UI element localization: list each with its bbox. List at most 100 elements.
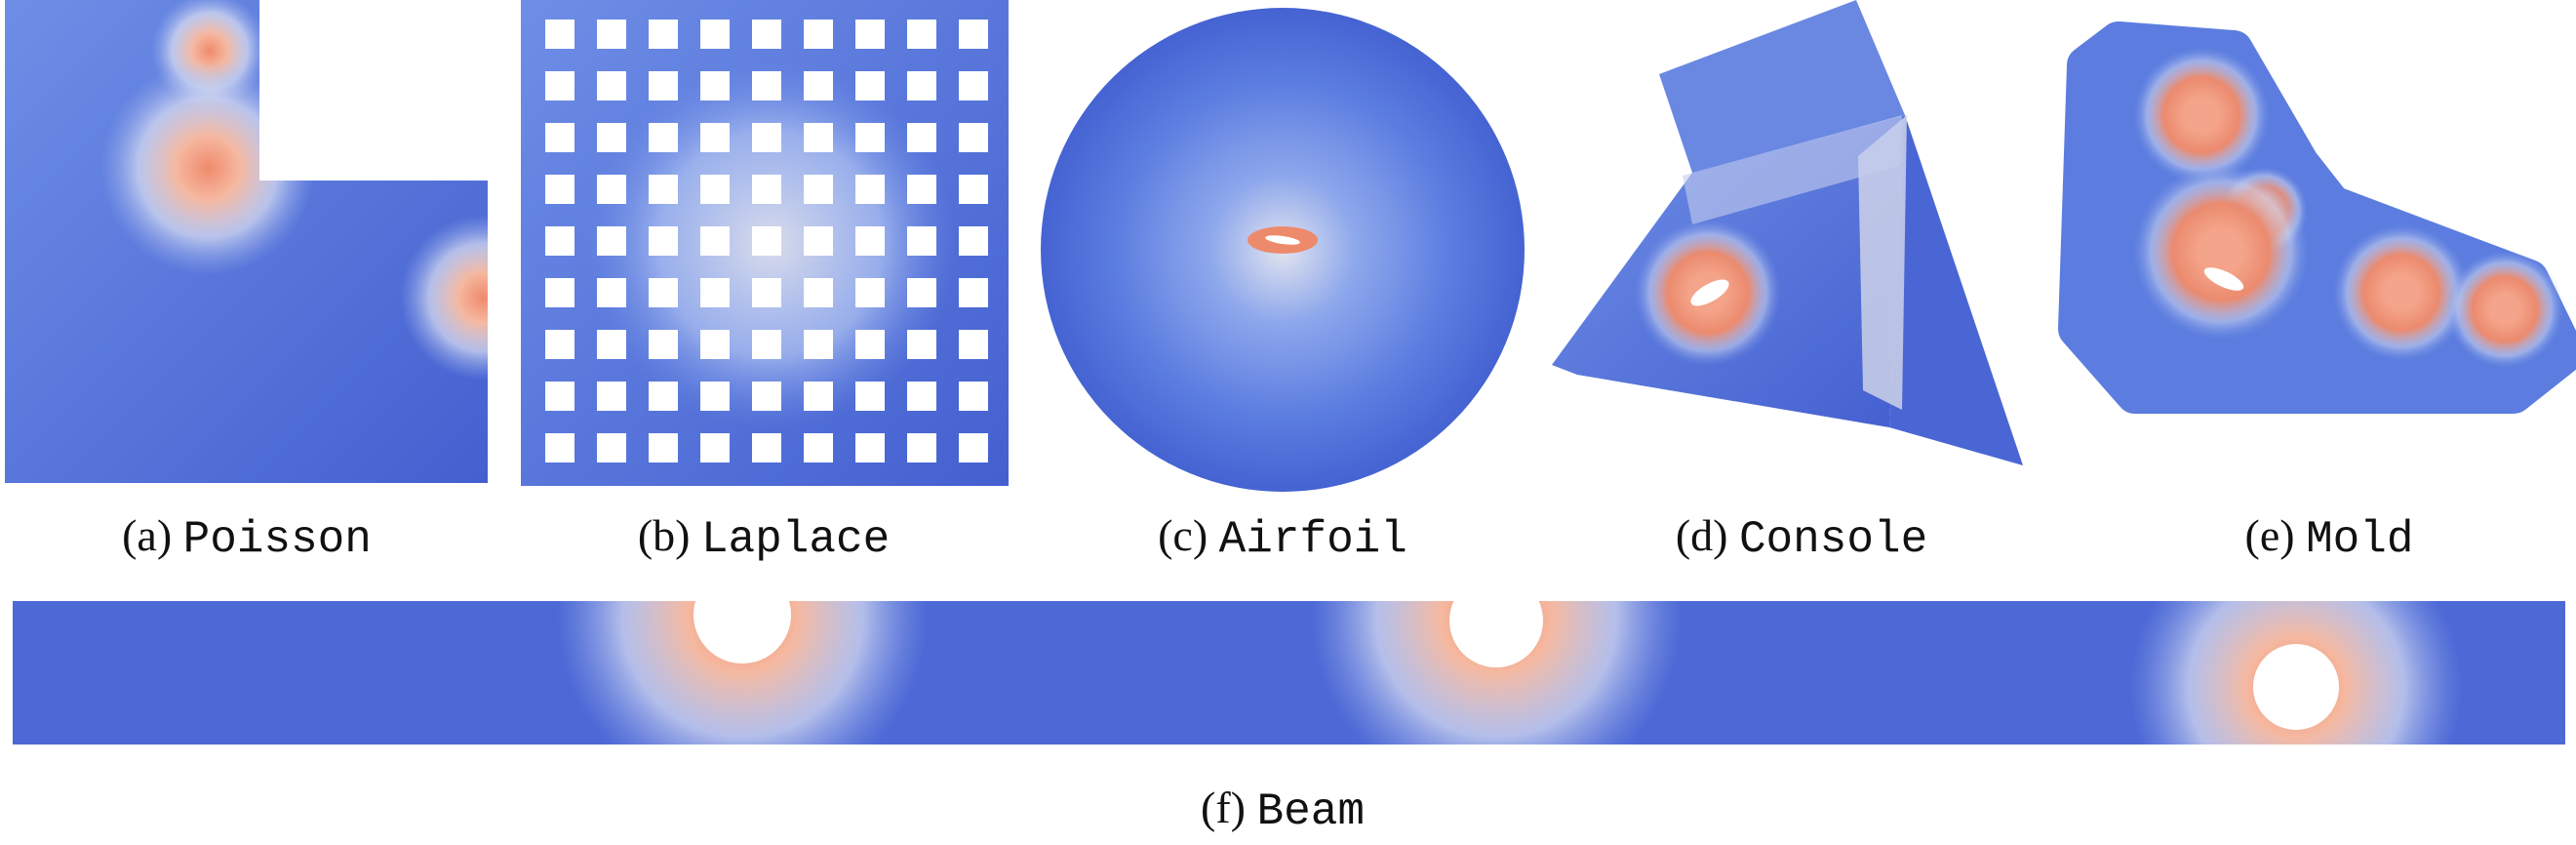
laplace-hole <box>752 71 781 101</box>
caption-label: (d) <box>1676 510 1728 560</box>
laplace-hole <box>752 175 781 204</box>
console-right <box>1889 115 2023 465</box>
laplace-hole <box>804 278 833 307</box>
laplace-hole <box>959 71 988 101</box>
caption-name: Poisson <box>183 514 372 565</box>
laplace-hole <box>545 175 575 204</box>
hotspot <box>2133 164 2309 340</box>
hotspot <box>1311 601 1682 744</box>
laplace-hole <box>855 278 885 307</box>
laplace-hole <box>597 71 626 101</box>
laplace-hole <box>752 20 781 49</box>
caption: (b) Laplace <box>638 510 890 566</box>
laplace-hole <box>907 330 936 359</box>
mold-mesh <box>2058 21 2576 414</box>
caption-name: Airfoil <box>1219 514 1407 565</box>
laplace-hole <box>907 123 936 152</box>
laplace-hole <box>700 226 730 256</box>
laplace-hole <box>907 71 936 101</box>
laplace-hole <box>959 278 988 307</box>
laplace-hole <box>804 330 833 359</box>
laplace-hole <box>597 20 626 49</box>
hotspot <box>2133 47 2270 183</box>
laplace-hole <box>752 278 781 307</box>
laplace-hole <box>752 226 781 256</box>
console-band <box>1683 115 1902 224</box>
laplace-hole <box>959 330 988 359</box>
laplace-hole <box>804 71 833 101</box>
laplace-hole <box>545 330 575 359</box>
laplace-hole <box>649 382 678 411</box>
laplace-hole <box>649 20 678 49</box>
laplace-hole <box>649 226 678 256</box>
laplace-hole <box>804 226 833 256</box>
caption: (d) Console <box>1676 510 1927 566</box>
laplace-hole <box>804 123 833 152</box>
beam-mesh <box>13 601 2565 744</box>
caption: (e) Mold <box>2245 510 2414 566</box>
laplace-hole <box>907 175 936 204</box>
caption-label: (a) <box>122 510 172 560</box>
hotspot <box>400 215 488 381</box>
laplace-hole <box>597 278 626 307</box>
laplace-hole <box>959 226 988 256</box>
laplace-hole <box>700 71 730 101</box>
laplace-hole <box>804 382 833 411</box>
console-top <box>1659 0 1905 173</box>
laplace-hole <box>649 71 678 101</box>
laplace-hole <box>545 278 575 307</box>
laplace-hole <box>545 226 575 256</box>
beam-hole <box>2253 644 2339 730</box>
laplace-hole <box>855 123 885 152</box>
laplace-hole <box>649 433 678 463</box>
laplace-hole <box>959 175 988 204</box>
laplace-hole <box>752 382 781 411</box>
laplace-hole <box>597 175 626 204</box>
caption: (a) Poisson <box>122 510 372 566</box>
caption-label: (e) <box>2245 510 2295 560</box>
caption-label: (b) <box>638 510 691 560</box>
laplace-hole <box>855 382 885 411</box>
laplace-hole <box>649 175 678 204</box>
laplace-hole <box>804 20 833 49</box>
laplace-hole <box>752 123 781 152</box>
laplace-hole <box>959 382 988 411</box>
caption-name: Console <box>1739 514 1927 565</box>
console-hole <box>1690 279 1729 306</box>
caption-name: Beam <box>1257 786 1365 837</box>
console-fold <box>1858 115 1907 410</box>
laplace-hole <box>959 123 988 152</box>
laplace-hole <box>649 278 678 307</box>
laplace-hole <box>907 226 936 256</box>
laplace-hole <box>597 330 626 359</box>
hotspot <box>2333 224 2470 361</box>
laplace-hole <box>649 330 678 359</box>
hotspot <box>557 601 928 744</box>
laplace-hole <box>545 123 575 152</box>
laplace-hole <box>855 71 885 101</box>
laplace-hole <box>545 71 575 101</box>
console-mesh <box>1552 0 2023 465</box>
laplace-holes <box>545 20 988 463</box>
laplace-mesh <box>521 0 1009 486</box>
laplace-hole <box>649 123 678 152</box>
laplace-hole <box>597 382 626 411</box>
laplace-hole <box>855 433 885 463</box>
laplace-hole <box>545 433 575 463</box>
hotspot <box>2446 251 2563 368</box>
laplace-hole <box>804 175 833 204</box>
laplace-hole <box>700 278 730 307</box>
laplace-hole <box>700 20 730 49</box>
laplace-hole <box>597 433 626 463</box>
hotspot <box>100 60 315 275</box>
laplace-hole <box>700 175 730 204</box>
laplace-hole <box>855 226 885 256</box>
laplace-hole <box>700 330 730 359</box>
laplace-hole <box>597 123 626 152</box>
caption-label: (c) <box>1158 510 1208 560</box>
laplace-hole <box>700 382 730 411</box>
airfoil-mesh <box>1041 8 1525 492</box>
laplace-hole <box>959 433 988 463</box>
